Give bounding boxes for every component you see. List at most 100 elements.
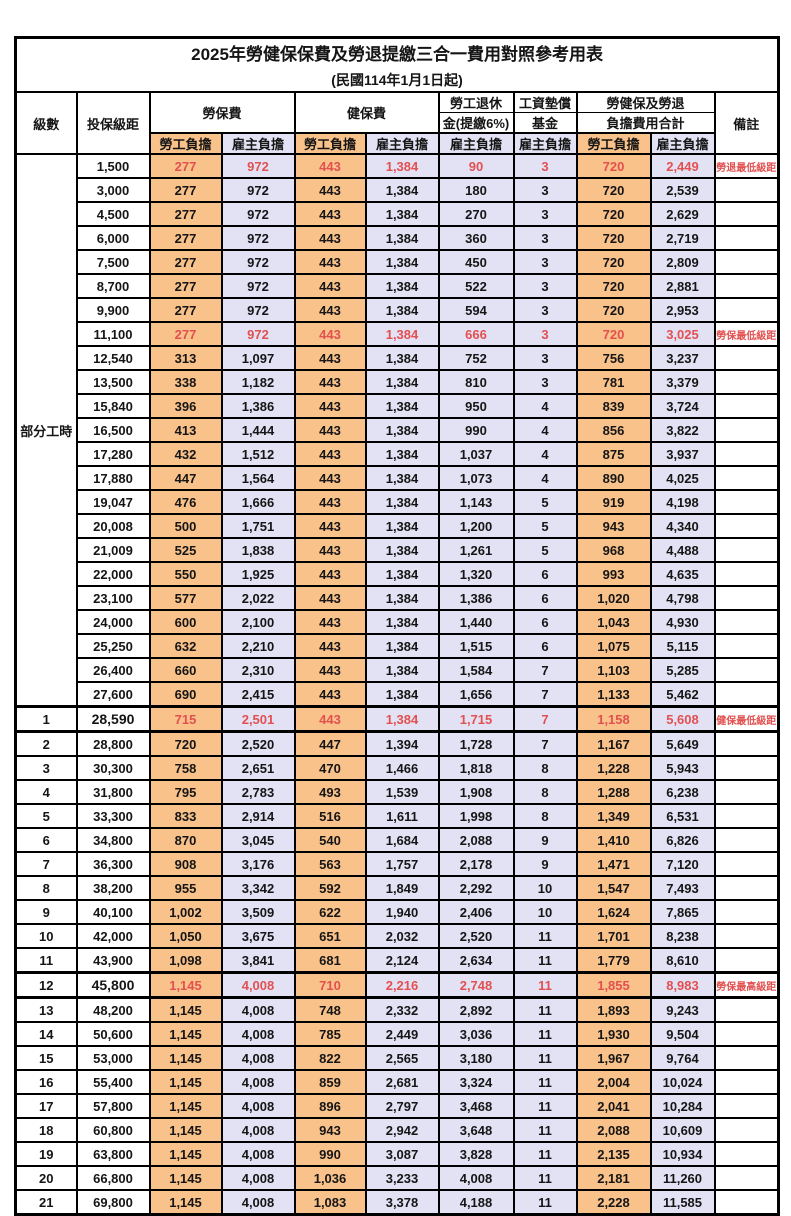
fee-cell: 7	[512, 730, 578, 757]
fee-cell: 3	[512, 321, 578, 347]
table-row: 部分工時 1,500 277 972 443 1,384 90 3 720 2,449 勞退最低級距	[14, 153, 780, 708]
fee-cell: 443	[293, 249, 367, 275]
fee-cell: 443	[293, 369, 367, 395]
remark-cell	[713, 1021, 780, 1047]
fee-cell: 522	[437, 273, 515, 299]
fee-cell: 4,488	[649, 537, 716, 563]
fee-cell: 3	[512, 153, 578, 179]
fee-cell: 1,384	[364, 585, 440, 611]
fee-cell: 1,050	[148, 923, 223, 949]
remark-cell	[713, 177, 780, 203]
salary-cell: 9,900	[75, 297, 151, 323]
remark-cell	[713, 369, 780, 395]
fee-cell: 2,520	[437, 923, 515, 949]
table-body: 部分工時 1,500 277 972 443 1,384 90 3 720 2,449 勞退最低級距…	[14, 153, 780, 1216]
fee-cell: 3	[512, 297, 578, 323]
salary-cell: 34,800	[75, 827, 151, 853]
fee-cell: 720	[575, 225, 652, 251]
fee-cell: 748	[293, 996, 367, 1023]
fee-cell: 8	[512, 755, 578, 781]
salary-cell: 24,000	[75, 609, 151, 635]
fee-cell: 2,406	[437, 899, 515, 925]
fee-cell: 1,466	[364, 755, 440, 781]
fee-cell: 1,779	[575, 947, 652, 974]
fee-cell: 4,008	[437, 1165, 515, 1191]
fee-cell: 4,008	[220, 996, 296, 1023]
table-row: 3 30,300 758 2,651 470 1,466 1,818 8 1,228 5,943	[14, 755, 780, 781]
fee-cell: 1,349	[575, 803, 652, 829]
fee-cell: 313	[148, 345, 223, 371]
fee-cell: 681	[293, 947, 367, 974]
fee-cell: 3,378	[364, 1189, 440, 1216]
salary-cell: 57,800	[75, 1093, 151, 1119]
fee-cell: 338	[148, 369, 223, 395]
salary-cell: 20,008	[75, 513, 151, 539]
fee-cell: 6	[512, 585, 578, 611]
fee-cell: 1,611	[364, 803, 440, 829]
fee-cell: 943	[293, 1117, 367, 1143]
fee-cell: 1,228	[575, 755, 652, 781]
fee-cell: 4,008	[220, 1069, 296, 1095]
fee-cell: 1,145	[148, 996, 223, 1023]
premium-reference-table: 2025年勞健保保費及勞退提繳三合一費用對照參考用表 (民國114年1月1日起)…	[14, 36, 781, 1216]
fee-cell: 919	[575, 489, 652, 515]
fee-cell: 277	[148, 249, 223, 275]
fee-cell: 3	[512, 177, 578, 203]
fee-cell: 2,210	[220, 633, 296, 659]
fee-cell: 493	[293, 779, 367, 805]
fee-cell: 1,145	[148, 1045, 223, 1071]
col-header-remark: 備註	[713, 91, 780, 155]
fee-cell: 972	[220, 153, 296, 179]
fee-cell: 443	[293, 513, 367, 539]
fee-cell: 443	[293, 273, 367, 299]
fee-cell: 2,415	[220, 681, 296, 708]
fee-cell: 443	[293, 609, 367, 635]
table-row: 8 38,200 955 3,342 592 1,849 2,292 10 1,547 7,493	[14, 875, 780, 901]
remark-cell	[713, 923, 780, 949]
fee-cell: 2,032	[364, 923, 440, 949]
fee-cell: 1,386	[220, 393, 296, 419]
subheader-fund-employer: 雇主負擔	[512, 132, 578, 155]
fee-cell: 180	[437, 177, 515, 203]
fee-cell: 1,684	[364, 827, 440, 853]
col-header-fund-line1: 工資墊償	[512, 91, 578, 113]
fee-cell: 2,629	[649, 201, 716, 227]
remark-cell	[713, 537, 780, 563]
fee-cell: 11	[512, 1189, 578, 1216]
fee-cell: 1,384	[364, 417, 440, 443]
fee-cell: 2,881	[649, 273, 716, 299]
table-row: 16,500 413 1,444 443 1,384 990 4 856 3,822	[16, 417, 780, 443]
remark-cell	[713, 755, 780, 781]
table-row: 7,500 277 972 443 1,384 450 3 720 2,809	[16, 249, 780, 275]
fee-cell: 577	[148, 585, 223, 611]
fee-cell: 2,216	[364, 971, 440, 999]
fee-cell: 5,649	[649, 730, 716, 757]
fee-cell: 270	[437, 201, 515, 227]
fee-cell: 11	[512, 1141, 578, 1167]
fee-cell: 720	[575, 321, 652, 347]
fee-cell: 277	[148, 225, 223, 251]
fee-cell: 1,083	[293, 1189, 367, 1216]
fee-cell: 6	[512, 633, 578, 659]
fee-cell: 720	[575, 249, 652, 275]
fee-cell: 4,008	[220, 971, 296, 999]
table-row: 21 69,800 1,145 4,008 1,083 3,378 4,188 11 2,228…	[14, 1189, 780, 1216]
fee-cell: 3,025	[649, 321, 716, 347]
fee-cell: 277	[148, 297, 223, 323]
fee-cell: 1,145	[148, 1093, 223, 1119]
salary-cell: 40,100	[75, 899, 151, 925]
fee-cell: 810	[437, 369, 515, 395]
salary-cell: 48,200	[75, 996, 151, 1023]
fee-cell: 2,942	[364, 1117, 440, 1143]
table-row: 25,250 632 2,210 443 1,384 1,515 6 1,075 5,115	[16, 633, 780, 659]
fee-cell: 4,198	[649, 489, 716, 515]
fee-cell: 1,539	[364, 779, 440, 805]
fee-cell: 7,865	[649, 899, 716, 925]
fee-cell: 600	[148, 609, 223, 635]
fee-cell: 443	[293, 177, 367, 203]
salary-cell: 22,000	[75, 561, 151, 587]
fee-cell: 443	[293, 225, 367, 251]
remark-cell	[713, 1117, 780, 1143]
fee-cell: 1,394	[364, 730, 440, 757]
fee-cell: 1,751	[220, 513, 296, 539]
